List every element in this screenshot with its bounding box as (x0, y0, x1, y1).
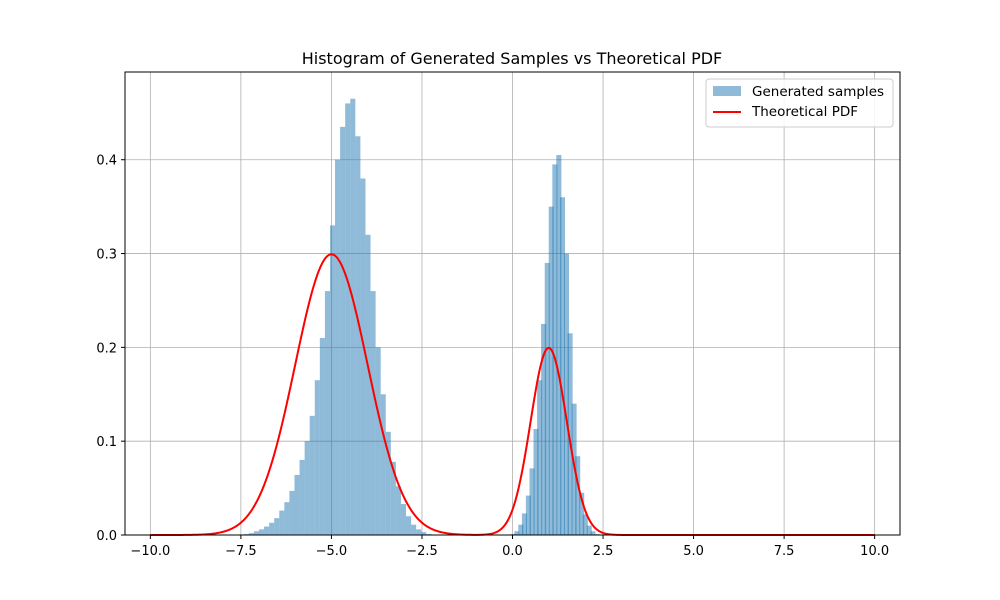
histogram-bar (590, 531, 596, 535)
histogram-bar (582, 514, 588, 535)
y-axis: 0.0 0.1 0.2 0.3 0.4 (96, 154, 125, 544)
legend-pdf-label: Theoretical PDF (751, 104, 858, 120)
chart-title: Histogram of Generated Samples vs Theore… (302, 49, 723, 68)
histogram-bar (248, 533, 254, 535)
legend-histogram-label: Generated samples (752, 84, 884, 100)
histogram-bar (586, 525, 592, 535)
histogram-bar (345, 103, 351, 536)
histogram-series (243, 98, 600, 536)
histogram-bar (552, 164, 558, 535)
histogram-bar (411, 524, 417, 535)
histogram-bar (258, 529, 265, 535)
histogram-bar (289, 490, 295, 535)
histogram-bar (556, 155, 562, 535)
histogram-bar (294, 474, 300, 535)
histogram-bar (385, 431, 391, 535)
x-tick-label: −7.5 (225, 544, 257, 559)
x-axis: −10.0 −7.5 −5.0 −2.5 0.0 2.5 5.0 7.5 10.0 (130, 535, 889, 559)
histogram-bar (548, 206, 554, 535)
legend-box (705, 78, 894, 128)
histogram-bar (329, 225, 336, 535)
histogram-bar (324, 291, 330, 535)
histogram-bar (319, 337, 325, 535)
x-tick-label: −10.0 (130, 544, 170, 559)
histogram-bar (253, 531, 259, 535)
x-tick-label: −2.5 (406, 544, 438, 559)
histogram-bar (521, 513, 527, 535)
histogram-bar (269, 522, 275, 535)
histogram-bar (541, 323, 547, 535)
x-tick-label: 7.5 (774, 544, 795, 559)
histogram-bar (395, 486, 401, 535)
histogram-bar (400, 504, 407, 535)
histogram-bar (360, 178, 366, 536)
histogram-bar (406, 516, 412, 535)
legend: Generated samples Theoretical PDF (705, 78, 894, 128)
histogram-bar (416, 529, 422, 535)
histogram-bar (264, 526, 270, 535)
histogram-bar (544, 262, 550, 535)
histogram-bar (579, 492, 585, 535)
histogram-bar (375, 347, 381, 535)
histogram-bar (365, 234, 371, 535)
histogram-bar (567, 333, 573, 535)
histogram-bar (314, 380, 320, 535)
histogram-bar (335, 159, 341, 535)
y-tick-label: 0.3 (96, 248, 117, 263)
histogram-bar (525, 495, 531, 535)
histogram-bar (529, 468, 535, 535)
x-tick-label: 10.0 (860, 544, 889, 559)
y-tick-label: 0.0 (96, 529, 117, 544)
x-tick-label: −5.0 (316, 544, 348, 559)
histogram-bar (514, 531, 520, 535)
histogram-bar (380, 394, 386, 535)
grid (125, 72, 900, 536)
histogram-bar (563, 253, 569, 536)
histogram-bar (533, 428, 539, 535)
histogram-bar (559, 197, 566, 535)
histogram-bar (355, 136, 361, 535)
histogram-bar (390, 461, 396, 535)
x-tick-label: 0.0 (502, 544, 523, 559)
y-tick-label: 0.1 (96, 435, 117, 450)
y-tick-label: 0.4 (96, 154, 117, 169)
x-tick-label: 2.5 (593, 544, 614, 559)
histogram-bar (299, 459, 305, 535)
histogram-bar (518, 524, 524, 535)
histogram-bar (575, 456, 581, 535)
x-tick-label: 5.0 (683, 544, 704, 559)
histogram-bar (350, 98, 356, 536)
histogram-bar (340, 126, 346, 536)
y-tick-label: 0.2 (96, 341, 117, 356)
histogram-bar (274, 518, 280, 535)
histogram-bar (304, 441, 310, 535)
histogram-bar (421, 532, 427, 535)
histogram-bar (279, 510, 285, 535)
histogram-bar (370, 291, 376, 535)
histogram-bar (537, 380, 543, 535)
histogram-bar (309, 415, 315, 535)
histogram-bar (284, 502, 290, 535)
legend-histogram-swatch (713, 86, 741, 96)
